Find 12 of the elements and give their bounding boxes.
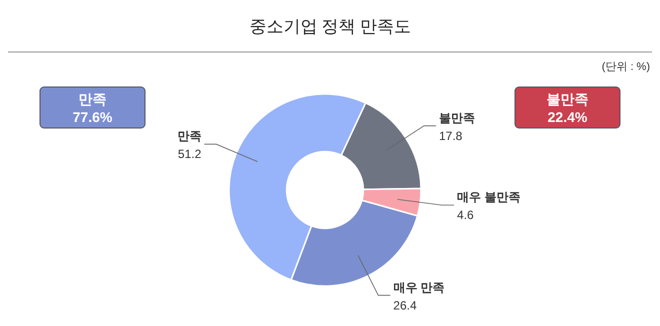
data-label: 4.6: [457, 208, 474, 222]
slice-label: 만족: [177, 129, 202, 144]
text: 만족 77.6%: [72, 91, 113, 125]
chart-title: 중소기업 정책 만족도: [249, 17, 411, 36]
text: (단위 : %): [602, 61, 650, 73]
slice-label: 매우 만족: [393, 280, 445, 294]
slice-label: 매우 불만족: [457, 190, 520, 204]
slice-label: 불만족: [439, 110, 476, 125]
data-label: 26.4: [393, 298, 417, 312]
data-label: 17.8: [439, 128, 463, 143]
data-label: 51.2: [178, 147, 202, 162]
text: 불만족 22.4%: [546, 91, 588, 125]
